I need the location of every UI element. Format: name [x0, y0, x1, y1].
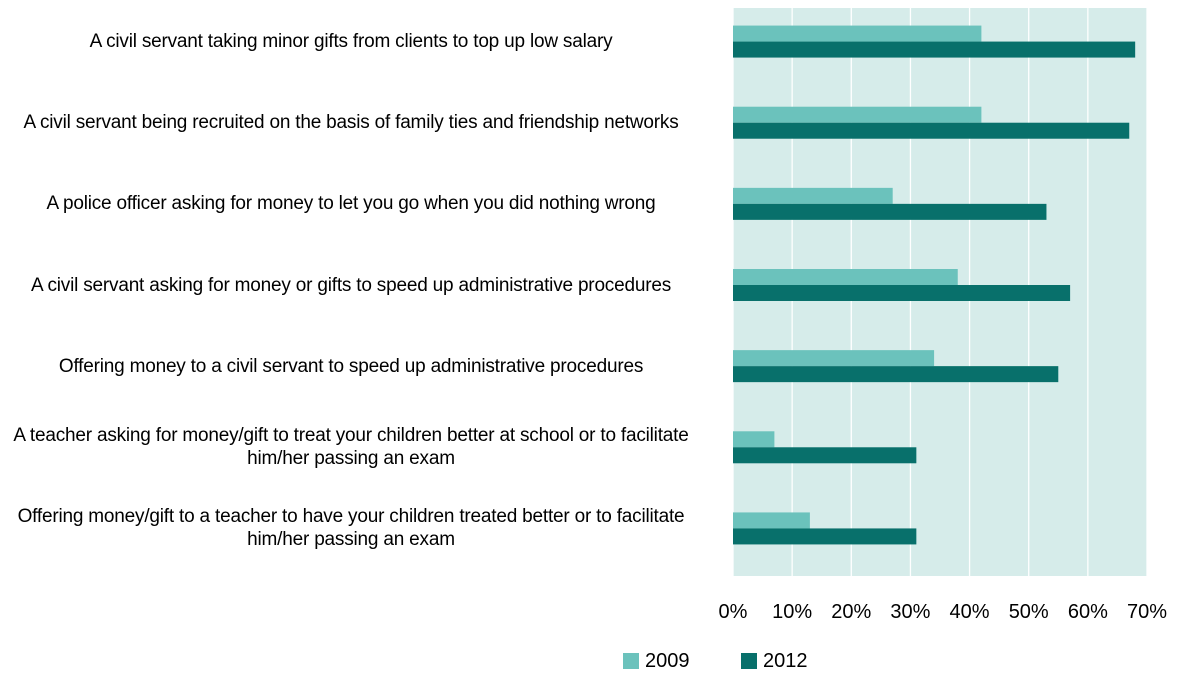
- category-label: A police officer asking for money to let…: [46, 193, 656, 215]
- legend: 2009 2012: [0, 648, 1183, 674]
- legend-swatch: [623, 653, 639, 669]
- bar-2009-5: [733, 350, 935, 367]
- legend-label: 2009: [645, 649, 690, 672]
- x-tick-label: 40%: [950, 601, 990, 623]
- bar-2009-3: [733, 187, 893, 204]
- category-label: A teacher asking for money/gift to treat…: [13, 425, 689, 470]
- x-tick-label: 60%: [1068, 601, 1108, 623]
- x-tick-label: 70%: [1127, 601, 1167, 623]
- x-tick-label: 20%: [831, 601, 871, 623]
- x-tick-label: 30%: [890, 601, 930, 623]
- legend-item-2012: 2012: [741, 648, 808, 674]
- category-label: A civil servant asking for money or gift…: [30, 274, 672, 296]
- x-tick-label: 10%: [772, 601, 812, 623]
- category-label: Offering money/gift to a teacher to have…: [17, 506, 685, 551]
- bar-2012-7: [733, 528, 917, 545]
- bar-2012-6: [733, 447, 917, 464]
- x-tick-label: 0%: [719, 601, 748, 623]
- bar-2012-1: [733, 41, 1136, 58]
- category-label: Offering money to a civil servant to spe…: [58, 355, 644, 377]
- bar-2009-2: [733, 106, 982, 123]
- bar-2009-1: [733, 25, 982, 42]
- legend-swatch: [741, 653, 757, 669]
- bar-2012-2: [733, 122, 1130, 139]
- bar-2012-3: [733, 203, 1047, 220]
- bar-2012-5: [733, 366, 1059, 383]
- category-label: A civil servant taking minor gifts from …: [89, 31, 613, 53]
- bar-2009-4: [733, 269, 958, 285]
- x-tick-label: 50%: [1009, 601, 1049, 623]
- bar-2009-7: [733, 512, 810, 529]
- bar-2012-4: [733, 285, 1071, 301]
- bar-2009-6: [733, 431, 775, 448]
- category-label: A civil servant being recruited on the b…: [23, 112, 679, 134]
- legend-label: 2012: [763, 649, 808, 672]
- legend-item-2009: 2009: [623, 648, 690, 674]
